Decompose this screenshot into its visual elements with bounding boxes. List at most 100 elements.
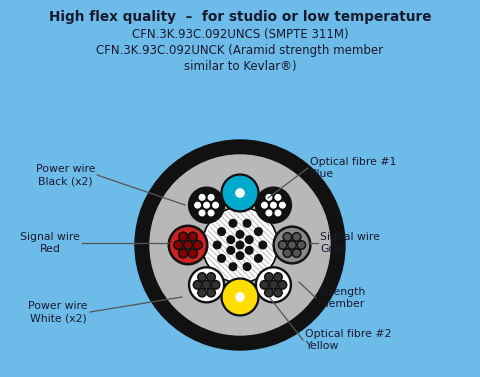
Circle shape <box>280 282 285 288</box>
Circle shape <box>193 201 202 210</box>
Circle shape <box>214 241 221 249</box>
Circle shape <box>266 210 272 216</box>
Circle shape <box>208 274 214 280</box>
Circle shape <box>223 280 257 314</box>
Circle shape <box>227 247 235 254</box>
Circle shape <box>269 280 278 289</box>
Text: Power wire
Black (x2): Power wire Black (x2) <box>36 164 95 186</box>
Circle shape <box>280 202 285 208</box>
Circle shape <box>202 207 278 283</box>
Circle shape <box>204 202 209 208</box>
Circle shape <box>223 176 257 210</box>
Circle shape <box>183 241 192 250</box>
Circle shape <box>208 195 214 200</box>
Circle shape <box>271 282 276 288</box>
Circle shape <box>255 228 262 235</box>
Text: Strength
member: Strength member <box>318 287 365 309</box>
Text: Signal wire
Red: Signal wire Red <box>20 232 80 254</box>
Circle shape <box>229 263 237 270</box>
Circle shape <box>274 273 282 281</box>
Circle shape <box>198 273 206 281</box>
Circle shape <box>264 273 273 281</box>
Circle shape <box>195 242 201 248</box>
Text: Optical fibre #2
Yellow: Optical fibre #2 Yellow <box>305 329 391 351</box>
Circle shape <box>262 202 267 208</box>
Text: CFN.3K.93C.092UNCS (SMPTE 311M): CFN.3K.93C.092UNCS (SMPTE 311M) <box>132 28 348 41</box>
Circle shape <box>236 189 244 197</box>
Circle shape <box>255 267 291 303</box>
Circle shape <box>255 254 262 262</box>
Circle shape <box>280 242 286 248</box>
Text: Signal wire
Grey: Signal wire Grey <box>320 232 380 254</box>
Circle shape <box>213 282 218 288</box>
Circle shape <box>236 293 244 301</box>
Circle shape <box>236 241 244 249</box>
Circle shape <box>211 201 220 210</box>
Circle shape <box>180 234 186 239</box>
Circle shape <box>275 274 281 280</box>
Circle shape <box>180 250 186 256</box>
Circle shape <box>278 280 287 289</box>
Circle shape <box>274 208 282 217</box>
Circle shape <box>278 201 287 210</box>
Circle shape <box>243 219 251 227</box>
Circle shape <box>229 219 237 227</box>
Circle shape <box>179 249 188 258</box>
Circle shape <box>273 226 311 264</box>
Circle shape <box>262 282 267 288</box>
Circle shape <box>189 187 225 223</box>
Circle shape <box>289 242 295 248</box>
Circle shape <box>285 250 290 256</box>
Circle shape <box>198 288 206 297</box>
Circle shape <box>188 249 197 258</box>
Circle shape <box>255 187 291 223</box>
Circle shape <box>185 242 191 248</box>
Circle shape <box>266 195 272 200</box>
Circle shape <box>283 249 292 257</box>
Circle shape <box>135 140 345 350</box>
Circle shape <box>198 208 206 217</box>
Circle shape <box>193 280 202 289</box>
Circle shape <box>258 269 289 300</box>
Circle shape <box>245 236 253 244</box>
Circle shape <box>259 241 266 249</box>
Circle shape <box>188 232 197 241</box>
Circle shape <box>245 247 253 254</box>
Circle shape <box>258 190 289 221</box>
Circle shape <box>174 241 183 250</box>
Circle shape <box>264 193 273 202</box>
Text: CFN.3K.93C.092UNCK (Aramid strength member: CFN.3K.93C.092UNCK (Aramid strength memb… <box>96 44 384 57</box>
Circle shape <box>243 263 251 270</box>
Circle shape <box>179 232 188 241</box>
Circle shape <box>204 282 209 288</box>
Circle shape <box>207 208 216 217</box>
Circle shape <box>227 236 235 244</box>
Circle shape <box>266 274 272 280</box>
Circle shape <box>195 202 200 208</box>
Circle shape <box>211 280 220 289</box>
Circle shape <box>264 208 273 217</box>
Text: Power wire
White (x2): Power wire White (x2) <box>28 301 88 323</box>
Circle shape <box>202 201 211 210</box>
Circle shape <box>285 234 290 240</box>
Circle shape <box>299 242 304 248</box>
Circle shape <box>207 288 216 297</box>
Circle shape <box>204 209 276 281</box>
Circle shape <box>190 234 196 239</box>
Text: similar to Kevlar®): similar to Kevlar®) <box>184 60 296 73</box>
Circle shape <box>236 252 244 259</box>
Circle shape <box>204 209 276 281</box>
Circle shape <box>264 288 273 297</box>
Circle shape <box>275 290 281 296</box>
Circle shape <box>221 278 259 316</box>
Circle shape <box>175 242 181 248</box>
Circle shape <box>189 267 225 303</box>
Circle shape <box>288 241 296 249</box>
Circle shape <box>294 234 300 240</box>
Circle shape <box>271 202 276 208</box>
Circle shape <box>168 225 208 265</box>
Circle shape <box>278 241 287 249</box>
Circle shape <box>260 280 269 289</box>
Circle shape <box>275 195 281 200</box>
Circle shape <box>198 193 206 202</box>
